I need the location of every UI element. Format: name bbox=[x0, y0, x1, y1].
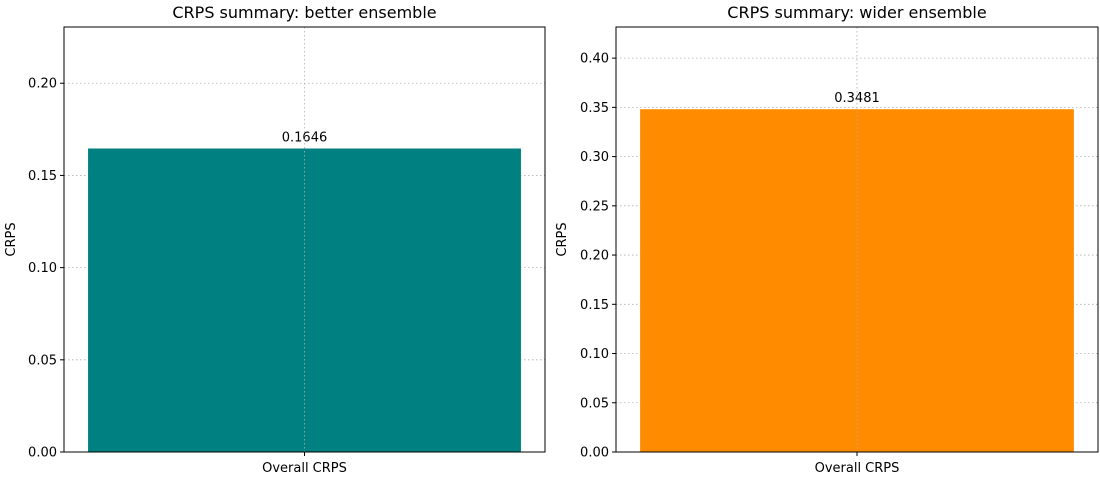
plot-frame bbox=[63, 26, 546, 453]
y-tick-label: 0.40 bbox=[580, 52, 609, 67]
chart-better-ensemble: 0.00 0.05 0.10 0.15 0.20 0.1646 Overall CRPS CR… bbox=[4, 3, 546, 476]
y-tick-label: 0.15 bbox=[580, 298, 609, 313]
y-tick-label: 0.00 bbox=[580, 446, 609, 461]
chart-title: CRPS summary: better ensemble bbox=[172, 3, 436, 22]
y-tick-label: 0.05 bbox=[28, 353, 57, 368]
x-tick-label: Overall CRPS bbox=[262, 461, 347, 476]
y-tick-label: 0.20 bbox=[580, 249, 609, 264]
chart-wider-ensemble: 0.00 0.05 0.10 0.15 0.20 0.25 0.30 0.35 0.40 0.34… bbox=[555, 3, 1099, 476]
y-tick-label: 0.30 bbox=[580, 150, 609, 165]
y-tick-label: 0.10 bbox=[580, 347, 609, 362]
y-tick-label: 0.10 bbox=[28, 261, 57, 276]
y-axis-label: CRPS bbox=[555, 222, 570, 256]
y-tick-label: 0.05 bbox=[580, 396, 609, 411]
bar-value-label: 0.1646 bbox=[282, 131, 328, 146]
plot-frame bbox=[615, 26, 1099, 453]
y-tick-label: 0.15 bbox=[28, 169, 57, 184]
chart-title: CRPS summary: wider ensemble bbox=[727, 3, 986, 22]
y-tick-label: 0.35 bbox=[580, 101, 609, 116]
bar-value-label: 0.3481 bbox=[834, 91, 880, 106]
y-tick-label: 0.00 bbox=[28, 446, 57, 461]
y-tick-label: 0.25 bbox=[580, 199, 609, 214]
y-axis-label: CRPS bbox=[4, 222, 19, 256]
bar bbox=[640, 109, 1074, 453]
x-tick-label: Overall CRPS bbox=[815, 461, 900, 476]
y-tick-label: 0.20 bbox=[28, 77, 57, 92]
